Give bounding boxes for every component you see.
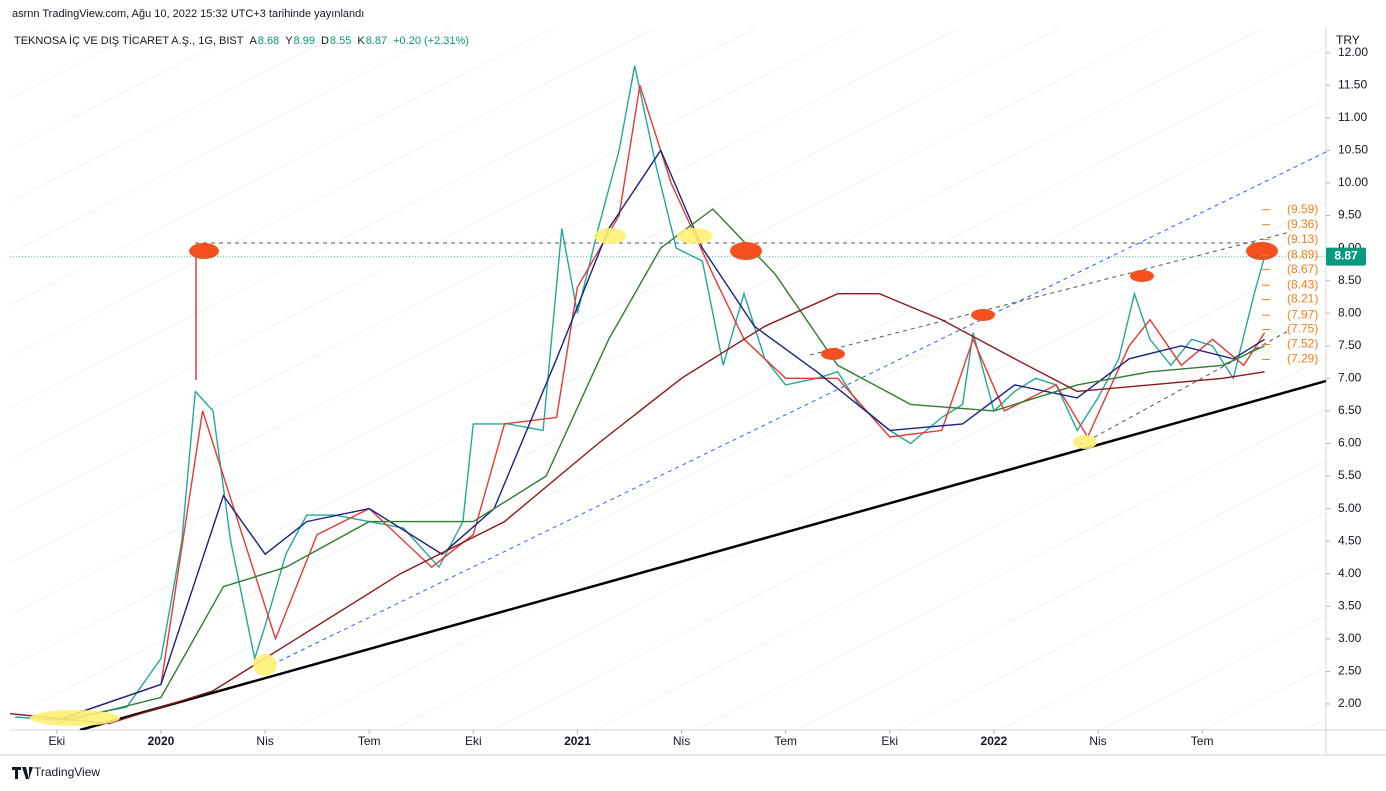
level-label: (8.89) [1287, 247, 1318, 261]
x-tick-label: Tem [774, 734, 797, 748]
marker [30, 710, 120, 726]
level-label: (9.59) [1287, 202, 1318, 216]
y-tick-label: 11.50 [1338, 77, 1367, 91]
currency: TRY [1336, 33, 1360, 47]
x-tick-label: Nis [1089, 734, 1106, 748]
ohlc-value: 8.68 [258, 35, 279, 47]
logo [12, 767, 33, 779]
y-tick-label: 2.50 [1338, 664, 1362, 678]
price-tag [1326, 247, 1366, 266]
series-line [56, 208, 1265, 725]
trend-line [79, 379, 1326, 730]
marker [971, 309, 995, 321]
chart-title: TEKNOSA İÇ VE DIŞ TİCARET A.Ş., 1G, BIST [14, 34, 244, 47]
drawings [79, 151, 1326, 730]
marker [1073, 435, 1097, 449]
markers [30, 228, 1278, 726]
y-tick-label: 12.00 [1338, 45, 1368, 59]
y-tick-label: 4.00 [1338, 566, 1362, 580]
level-label: (9.13) [1287, 232, 1318, 246]
y-tick-label: 7.50 [1338, 338, 1362, 352]
y-tick-label: 7.00 [1338, 371, 1362, 385]
y-tick-label: 11.00 [1338, 110, 1367, 124]
y-tick-label: 3.50 [1338, 598, 1362, 612]
marker [821, 348, 845, 360]
level-label: (7.29) [1287, 352, 1318, 366]
ohlc-value: 8.87 [366, 35, 387, 47]
marker [253, 654, 277, 676]
level-label: (8.21) [1287, 292, 1318, 306]
ohlc-label: D [321, 35, 329, 47]
marker [594, 228, 626, 244]
marker [189, 243, 219, 259]
y-tick-label: 5.50 [1338, 468, 1362, 482]
footer: TradingView [34, 765, 100, 779]
change: +0.20 (+2.31%) [393, 35, 469, 47]
x-tick-label: Eki [49, 734, 66, 748]
header: asrnn TradingView.com, Ağu 10, 2022 15:3… [12, 8, 364, 20]
x-tick-label: 2020 [148, 734, 175, 748]
x-tick-label: Tem [1191, 734, 1214, 748]
x-tick-label: 2021 [564, 734, 591, 748]
y-tick-label: 9.50 [1338, 208, 1362, 222]
y-tick-label: 8.00 [1338, 305, 1362, 319]
marker [677, 228, 713, 244]
level-label: (7.97) [1287, 307, 1318, 321]
marker [730, 242, 762, 260]
marker [1130, 270, 1154, 282]
y-tick-label: 4.50 [1338, 533, 1362, 547]
series-line [15, 65, 1266, 721]
y-tick-label: 3.00 [1338, 631, 1362, 645]
price-tag-label: 8.87 [1334, 249, 1358, 263]
x-tick-label: Eki [881, 734, 898, 748]
ohlc-value: 8.55 [330, 35, 351, 47]
y-tick-label: 2.00 [1338, 696, 1362, 710]
ohlc-value: 8.99 [294, 35, 315, 47]
ohlc-label: A [249, 35, 257, 47]
y-tick-label: 5.00 [1338, 501, 1362, 515]
x-tick-label: Eki [465, 734, 482, 748]
background-pattern [10, 28, 1326, 730]
y-tick-label: 10.00 [1338, 175, 1368, 189]
level-label: (7.75) [1287, 322, 1318, 336]
level-label: (8.67) [1287, 262, 1318, 276]
level-label: (7.52) [1287, 337, 1318, 351]
level-label: (9.36) [1287, 217, 1318, 231]
series-line [56, 85, 1266, 721]
y-tick-label: 8.50 [1338, 273, 1362, 287]
dashed-trend [809, 231, 1291, 356]
ohlc-label: K [357, 35, 365, 47]
marker [1246, 242, 1278, 260]
y-tick-label: 10.50 [1338, 143, 1368, 157]
x-tick-label: Nis [673, 734, 690, 748]
x-tick-label: Nis [256, 734, 273, 748]
x-tick-label: 2022 [981, 734, 1008, 748]
series-line [56, 148, 1265, 721]
level-label: (8.43) [1287, 277, 1318, 291]
y-tick-label: 6.00 [1338, 436, 1362, 450]
x-tick-label: Tem [358, 734, 381, 748]
ohlc-label: Y [285, 35, 293, 47]
y-tick-label: 6.50 [1338, 403, 1362, 417]
